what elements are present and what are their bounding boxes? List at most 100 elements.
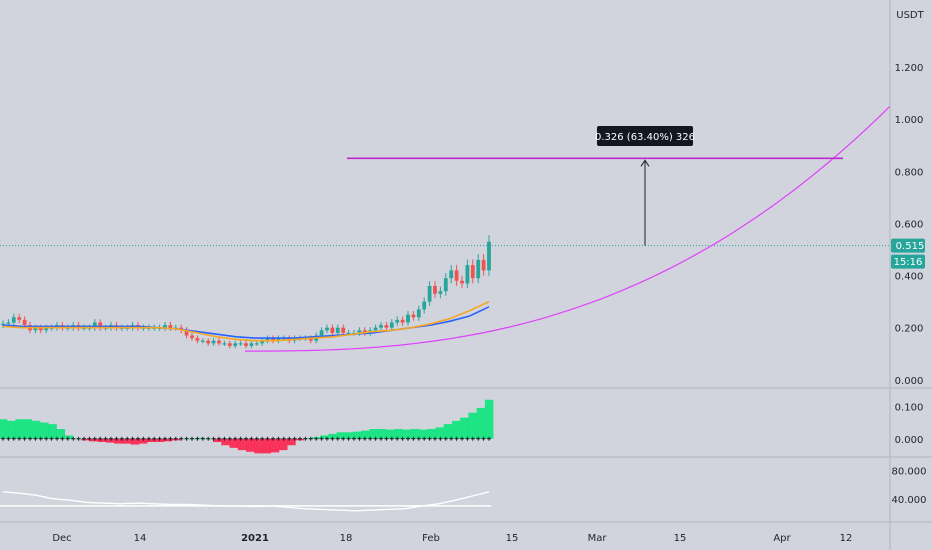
time-axis[interactable]: Dec 14 2021 18 Feb 15 Mar 15 Apr 12 <box>52 533 852 544</box>
macd-cross-marker <box>465 436 470 441</box>
macd-bar <box>105 438 115 443</box>
macd-tick-label: 0.100 <box>895 402 924 413</box>
macd-cross-marker <box>130 436 135 441</box>
macd-cross-marker <box>103 436 108 441</box>
parabolic-curve[interactable] <box>245 105 891 352</box>
candle-body <box>319 330 324 336</box>
candle-body <box>330 327 335 333</box>
price-axis[interactable]: 1.200 1.000 0.800 0.600 0.400 0.200 0.000 <box>895 63 924 387</box>
price-pane[interactable]: USDT 1.200 1.000 0.800 0.600 0.400 0.200 0.000… <box>0 10 925 387</box>
candle-body <box>249 343 254 346</box>
macd-bar <box>254 438 263 454</box>
macd-cross-marker <box>233 436 238 441</box>
macd-bar <box>40 422 49 439</box>
macd-cross-marker <box>6 436 11 441</box>
macd-bar <box>336 432 346 439</box>
candle-body <box>411 314 416 318</box>
candle-body <box>195 338 200 341</box>
date-tick-label: 14 <box>134 533 147 544</box>
macd-bar <box>386 429 395 439</box>
rsi-tick-label: 40.000 <box>892 495 927 506</box>
candle-body <box>460 280 464 284</box>
measure-label[interactable]: 0.326 (63.40%) 326 <box>595 126 695 146</box>
candle-body <box>38 327 43 331</box>
macd-zero-markers <box>1 436 491 441</box>
measure-label-bg <box>597 126 693 146</box>
macd-bar <box>56 429 66 439</box>
macd-cross-marker <box>254 436 259 441</box>
countdown-bg <box>891 254 925 269</box>
price-tick-label: 1.000 <box>895 115 924 126</box>
macd-cross-marker <box>362 436 367 441</box>
measure-arrow-head-icon <box>640 159 650 167</box>
macd-bar <box>451 420 461 439</box>
macd-cross-marker <box>384 436 389 441</box>
macd-bar <box>320 435 329 439</box>
ema-fast-line <box>2 300 490 342</box>
macd-cross-marker <box>406 436 410 441</box>
candle-body <box>308 338 313 341</box>
candle-body <box>1 323 5 326</box>
macd-cross-marker <box>443 436 448 441</box>
macd-bar <box>344 432 354 439</box>
macd-bar <box>402 429 412 439</box>
candle-body <box>357 330 362 333</box>
candle-body <box>449 270 454 279</box>
macd-bar <box>287 438 296 446</box>
candle-body <box>222 343 227 345</box>
macd-bar <box>114 438 123 444</box>
macd-cross-marker <box>308 436 313 441</box>
candle-body <box>335 327 340 333</box>
macd-cross-marker <box>49 436 54 441</box>
date-tick-label: Apr <box>773 533 791 544</box>
candle-body <box>422 301 427 310</box>
macd-cross-marker <box>163 436 167 441</box>
macd-cross-marker <box>109 436 113 441</box>
macd-bar <box>163 438 173 442</box>
price-tick-label: 0.800 <box>895 167 924 178</box>
date-tick-label: Feb <box>422 533 440 544</box>
macd-cross-marker <box>98 436 103 441</box>
candle-body <box>341 327 346 333</box>
macd-bar <box>353 431 362 439</box>
macd-bar <box>138 438 148 444</box>
macd-bar <box>476 407 486 439</box>
macd-cross-marker <box>200 436 205 441</box>
macd-cross-marker <box>287 436 292 441</box>
macd-cross-marker <box>487 436 491 441</box>
macd-cross-marker <box>298 436 302 441</box>
macd-cross-marker <box>141 436 146 441</box>
macd-cross-marker <box>60 436 65 441</box>
measure-label-text: 0.326 (63.40%) 326 <box>595 132 695 143</box>
candle-body <box>384 325 389 328</box>
macd-pane[interactable]: 0.100 0.000 <box>0 399 924 454</box>
macd-cross-marker <box>449 436 454 441</box>
macd-cross-marker <box>119 436 124 441</box>
macd-bar <box>394 429 403 439</box>
macd-bar <box>48 424 57 439</box>
candle-body <box>362 330 367 333</box>
currency-label: USDT <box>896 10 924 21</box>
macd-cross-marker <box>481 436 486 441</box>
candle-body <box>33 327 38 331</box>
macd-bar <box>435 427 444 439</box>
macd-cross-marker <box>411 436 416 441</box>
macd-cross-marker <box>222 436 227 441</box>
macd-cross-marker <box>438 436 443 441</box>
macd-cross-marker <box>460 436 464 441</box>
candle-body <box>406 314 410 323</box>
macd-cross-marker <box>265 436 270 441</box>
macd-cross-marker <box>260 436 265 441</box>
macd-bar <box>369 429 379 439</box>
rsi-axis: 80.000 40.000 <box>892 467 927 506</box>
macd-cross-marker <box>389 436 394 441</box>
macd-bar <box>484 399 494 439</box>
macd-bar <box>229 438 239 448</box>
macd-cross-marker <box>346 436 351 441</box>
rsi-pane[interactable]: 80.000 40.000 <box>0 467 927 512</box>
candle-body <box>438 291 443 294</box>
candle-body <box>416 309 421 318</box>
macd-cross-marker <box>357 436 362 441</box>
macd-tick-label: 0.000 <box>895 435 924 446</box>
